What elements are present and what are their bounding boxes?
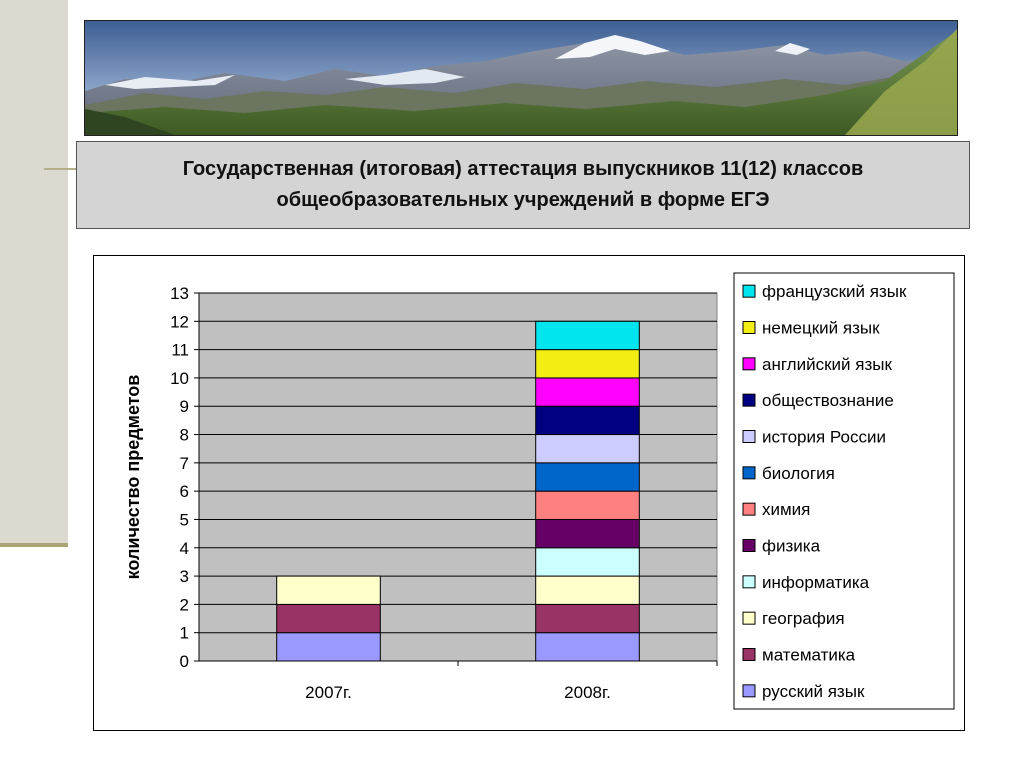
bar-segment (535, 603, 640, 634)
legend-label: физика (762, 537, 821, 556)
y-tick-label: 9 (180, 397, 189, 416)
legend-label: история России (762, 428, 886, 447)
x-tick-label: 2007г. (305, 683, 352, 702)
side-rule (0, 543, 68, 547)
legend-swatch (742, 466, 756, 480)
legend-swatch (742, 539, 756, 552)
y-tick-label: 4 (180, 539, 189, 558)
bar-segment (535, 405, 640, 436)
side-panel (0, 0, 68, 545)
y-axis-label: количество предметов (123, 375, 143, 580)
bar-segment (535, 518, 640, 549)
y-tick-label: 0 (180, 652, 189, 671)
x-tick-label: 2008г. (564, 683, 611, 702)
mountain-landscape-icon (85, 21, 957, 135)
chart-frame: 0 1 2 3 4 5 6 7 8 9 10 11 12 13 количество предметов 20… (93, 255, 965, 731)
legend-label: английский язык (762, 355, 892, 374)
legend-swatch (742, 284, 756, 298)
y-tick-label: 2 (180, 595, 189, 614)
bar-segment (535, 377, 640, 407)
legend-label: немецкий язык (762, 319, 880, 338)
y-tick-label: 7 (180, 454, 189, 473)
bar-segment (276, 632, 381, 662)
legend-swatch (742, 502, 756, 516)
y-tick-label: 5 (180, 510, 189, 529)
legend-label: французский язык (762, 282, 907, 301)
y-tick-label: 12 (170, 312, 189, 331)
legend-swatch (742, 393, 756, 407)
bar-segment (276, 603, 381, 634)
bar-segment (535, 320, 640, 351)
legend-swatch (742, 575, 756, 589)
y-tick-label: 10 (170, 369, 189, 388)
legend-swatch (742, 357, 756, 371)
legend-swatch (742, 684, 756, 698)
bar-segment (535, 490, 640, 520)
legend-label: химия (762, 500, 810, 519)
y-tick-label: 11 (171, 341, 189, 360)
bar-segment (535, 632, 640, 662)
legend-swatch (742, 321, 756, 334)
y-tick-label: 3 (180, 567, 189, 586)
legend-label: информатика (762, 573, 870, 592)
y-tick-label: 8 (180, 426, 189, 445)
bar-segment (535, 349, 640, 379)
title-accent-rule (44, 168, 80, 170)
legend-swatch (742, 430, 756, 443)
legend-label: биология (762, 464, 835, 483)
legend-swatch (742, 648, 756, 661)
bar-segment (535, 462, 640, 492)
legend-swatch (742, 611, 756, 625)
y-tick-label: 13 (170, 284, 189, 303)
bar-segment (535, 547, 640, 577)
title-box: Государственная (итоговая) аттестация вы… (76, 141, 970, 229)
legend-box (733, 272, 955, 710)
bar-segment (276, 575, 381, 605)
y-tick-label: 1 (180, 624, 189, 643)
legend-label: русский язык (762, 682, 865, 701)
y-tick-label: 6 (180, 482, 189, 501)
legend-label: математика (762, 646, 856, 665)
bar-segment (535, 575, 640, 605)
mountain-banner-image (84, 20, 958, 136)
page-title: Государственная (итоговая) аттестация вы… (182, 158, 864, 211)
bar-segment (535, 434, 640, 464)
legend-label: обществознание (762, 391, 894, 410)
legend-label: география (762, 609, 845, 628)
